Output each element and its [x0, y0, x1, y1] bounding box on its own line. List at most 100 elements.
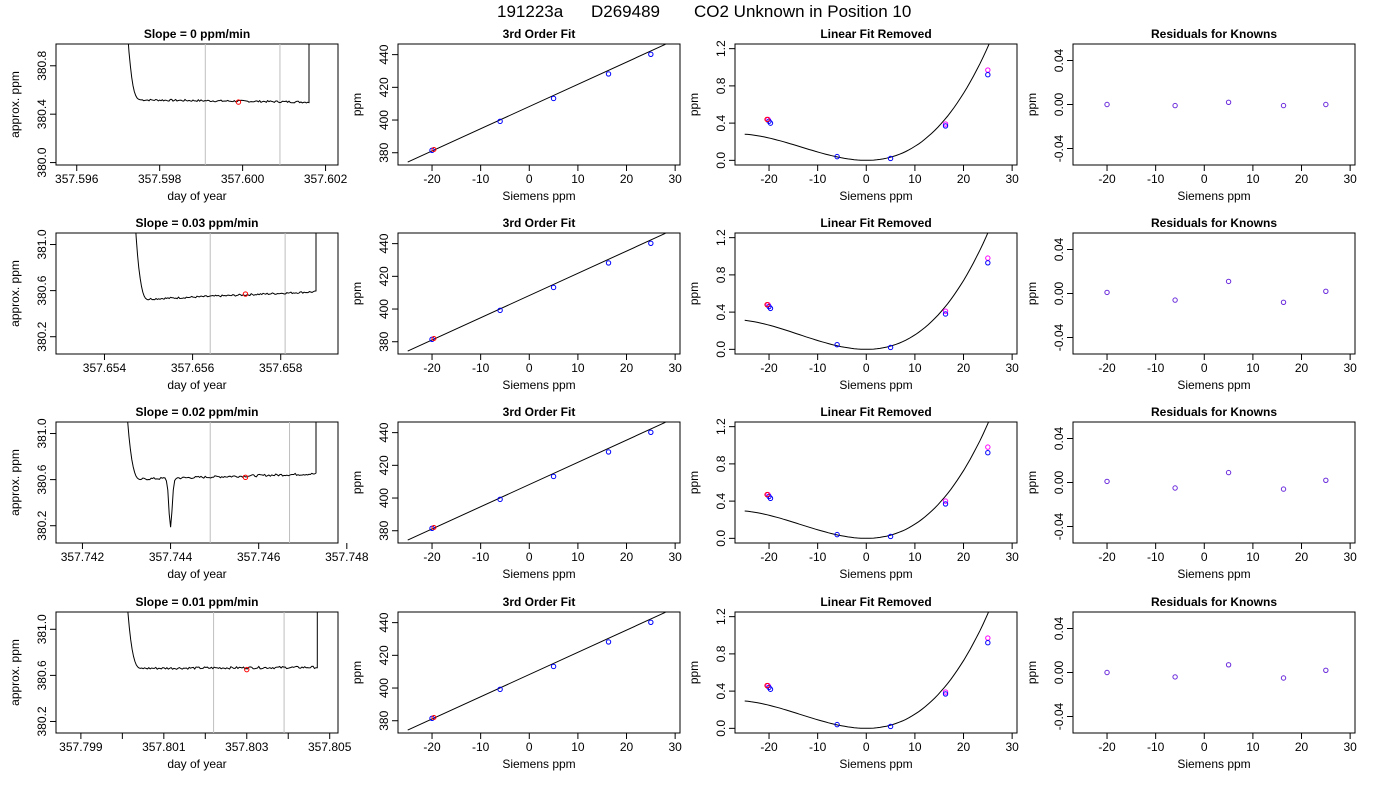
panel-title: Slope = 0.03 ppm/min — [135, 216, 258, 230]
x-tick-label: 20 — [620, 740, 634, 754]
y-tick-label: 380.2 — [35, 321, 49, 351]
panel-r1c3: Linear Fit Removed -20 -10 0 10 20 30 0.0 0.4 0.8… — [687, 27, 1019, 203]
y-tick-label: 0.00 — [1052, 281, 1066, 305]
y-tick-label: 400 — [377, 110, 391, 130]
panel-r3c2: 3rd Order Fit -20 -10 0 10 20 30 380 400 420 440 Si… — [350, 405, 682, 581]
panel-r2c1: Slope = 0.03 ppm/min 357.654 357.656 357.65… — [8, 216, 339, 392]
panel-title: 3rd Order Fit — [503, 405, 576, 419]
plot-frame — [55, 232, 339, 355]
y-axis-label: ppm — [687, 282, 701, 305]
standard-point — [497, 496, 503, 503]
x-tick-label: 30 — [668, 361, 682, 375]
standard-point — [887, 723, 894, 730]
y-tick-label: 380.2 — [35, 510, 49, 540]
x-axis-label: Siemens ppm — [502, 378, 575, 392]
standard-point — [834, 531, 840, 538]
standard-point — [550, 473, 557, 480]
y-tick-label: 1.2 — [714, 608, 728, 625]
panel-title: Linear Fit Removed — [820, 405, 931, 419]
analyzer-trace — [135, 233, 317, 301]
x-tick-label: 10 — [908, 550, 922, 564]
y-tick-label: 0.04 — [1052, 616, 1066, 640]
plot-frame — [734, 611, 1018, 734]
x-tick-label: 30 — [1343, 361, 1357, 375]
y-axis-label: ppm — [1025, 282, 1039, 305]
y-tick-label: -0.04 — [1052, 703, 1066, 731]
sample-marker — [235, 99, 242, 105]
plot-area — [744, 422, 991, 540]
y-tick-label: -0.04 — [1052, 324, 1066, 352]
standard-point-alt — [942, 689, 949, 695]
standard-point — [887, 344, 894, 351]
y-tick-label: 1.2 — [714, 40, 728, 57]
standard-point-alt — [942, 498, 949, 504]
x-tick-label: -10 — [1147, 172, 1165, 186]
panel-title: 3rd Order Fit — [503, 216, 576, 230]
residual-curve — [744, 422, 990, 539]
standard-point — [1104, 289, 1110, 296]
y-tick-label: 1.2 — [714, 418, 728, 435]
panel-r1c1: Slope = 0 ppm/min 357.596 357.598 357.600 35… — [8, 27, 348, 203]
y-tick-label: 440 — [377, 44, 391, 64]
plot-area — [407, 44, 666, 163]
y-tick-label: 1.2 — [714, 229, 728, 246]
standard-point — [1280, 486, 1287, 492]
panel-title: Linear Fit Removed — [820, 595, 931, 609]
x-tick-label: -20 — [1098, 550, 1116, 564]
x-tick-label: 10 — [908, 172, 922, 186]
x-tick-label: 10 — [571, 172, 585, 186]
standard-point — [1323, 477, 1329, 483]
y-axis-label: ppm — [350, 282, 364, 305]
standard-point — [1172, 102, 1178, 109]
x-tick-label: 30 — [1005, 740, 1019, 754]
y-tick-label: 0.0 — [714, 720, 728, 737]
x-axis-label: Siemens ppm — [1177, 189, 1250, 203]
x-tick-label: 0 — [863, 361, 870, 375]
y-tick-label: 0.04 — [1052, 48, 1066, 72]
x-tick-label: 20 — [1295, 361, 1309, 375]
standard-point — [942, 501, 949, 507]
x-axis-label: Siemens ppm — [839, 189, 912, 203]
x-tick-label: 30 — [1005, 172, 1019, 186]
plot-frame — [734, 43, 1018, 166]
standard-point — [1225, 469, 1232, 476]
x-tick-label: 0 — [526, 361, 533, 375]
panel-r4c2: 3rd Order Fit -20 -10 0 10 20 30 380 400 420 440 Si… — [350, 595, 682, 771]
panel-title: 3rd Order Fit — [503, 595, 576, 609]
x-tick-label: 20 — [1295, 550, 1309, 564]
x-tick-label: 0 — [863, 172, 870, 186]
y-tick-label: -0.04 — [1052, 135, 1066, 163]
standard-point — [497, 307, 503, 314]
x-axis-label: Siemens ppm — [839, 757, 912, 771]
plot-frame — [397, 232, 681, 355]
x-tick-label: 20 — [1295, 172, 1309, 186]
x-axis-label: day of year — [167, 189, 226, 203]
x-tick-label: -20 — [760, 550, 778, 564]
standard-point — [550, 95, 557, 102]
y-axis-label: ppm — [1025, 661, 1039, 684]
y-tick-label: 0.4 — [714, 114, 728, 131]
x-tick-label: 0 — [526, 740, 533, 754]
x-tick-label: 357.658 — [259, 361, 303, 375]
plot-area — [744, 233, 991, 351]
standard-point-alt — [942, 308, 949, 314]
y-tick-label: 380.2 — [35, 706, 49, 736]
panel-r1c2: 3rd Order Fit -20 -10 0 10 20 30 380 400 420 440 Si… — [350, 27, 682, 203]
sample-marker — [242, 474, 249, 481]
x-tick-label: 30 — [668, 550, 682, 564]
panel-title: Residuals for Knowns — [1151, 405, 1277, 419]
standard-point — [942, 123, 949, 129]
plot-area — [407, 612, 666, 731]
residual-curve — [744, 612, 990, 729]
x-tick-label: -10 — [472, 740, 490, 754]
fit-line — [407, 422, 666, 541]
standard-point-alt — [942, 121, 949, 127]
y-tick-label: 400 — [377, 299, 391, 319]
standard-point — [1172, 674, 1178, 680]
x-tick-label: 357.654 — [83, 361, 127, 375]
panel-title: Slope = 0 ppm/min — [144, 27, 250, 41]
y-tick-label: 420 — [377, 455, 391, 475]
y-axis-label: ppm — [687, 661, 701, 684]
x-tick-label: -20 — [1098, 361, 1116, 375]
